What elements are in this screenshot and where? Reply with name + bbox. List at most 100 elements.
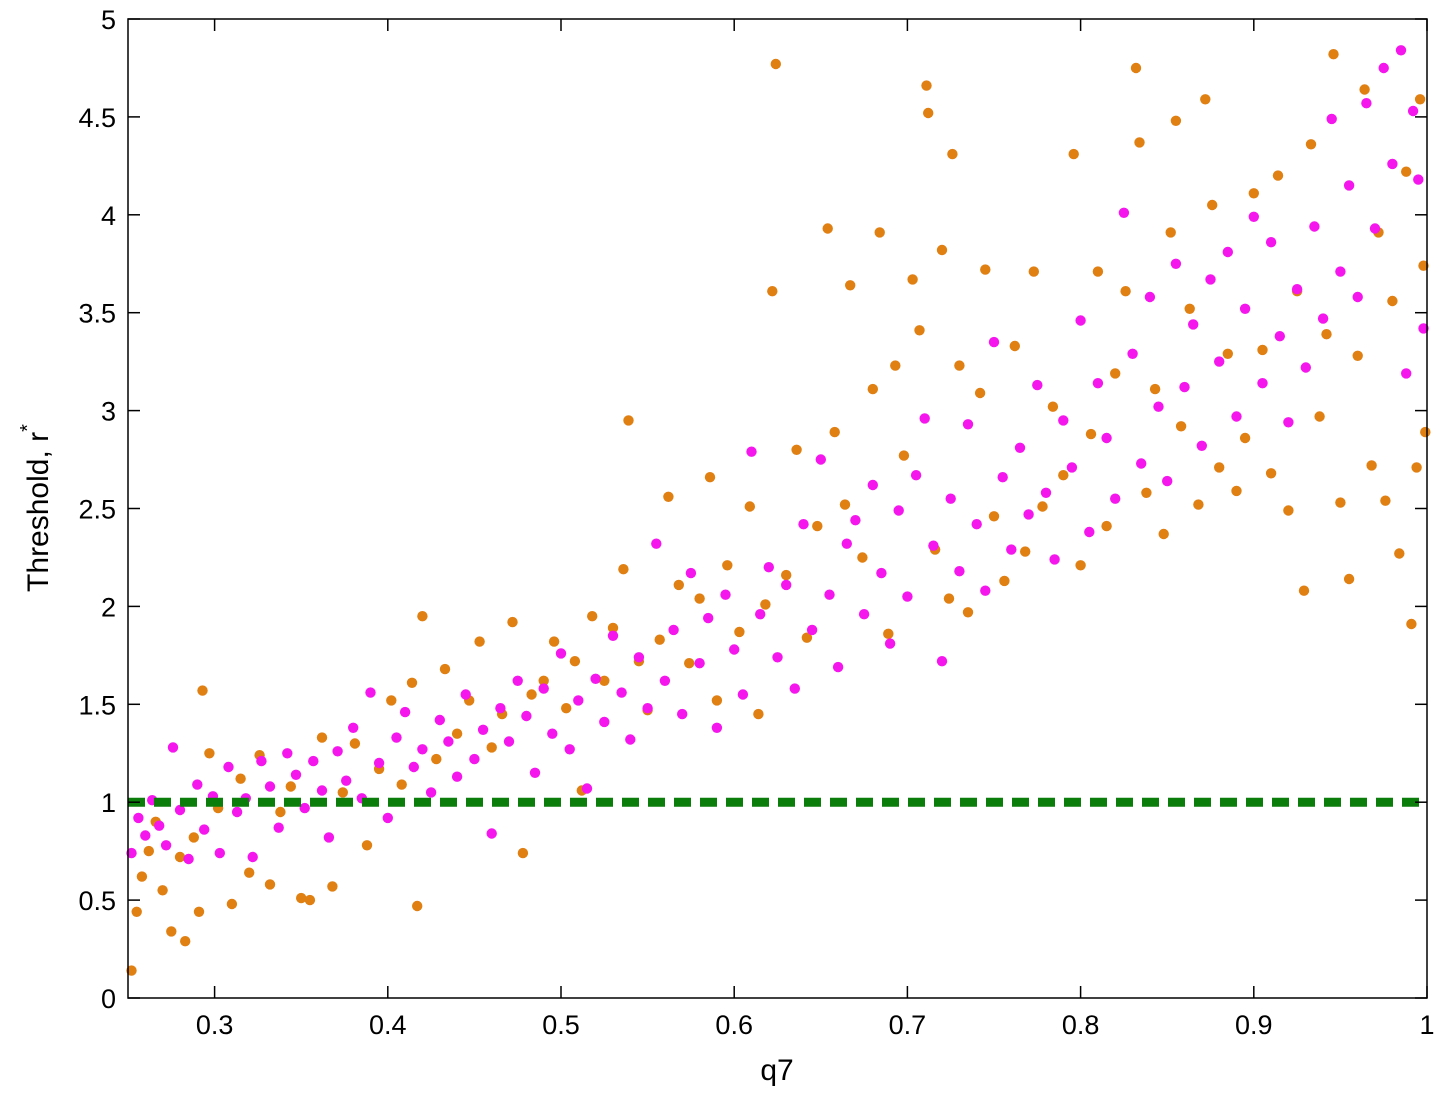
data-point xyxy=(1075,315,1086,326)
data-point xyxy=(746,446,757,457)
data-point xyxy=(876,567,887,579)
data-point xyxy=(668,624,679,636)
x-tick-label: 0.7 xyxy=(889,1010,927,1040)
data-point xyxy=(521,710,532,722)
data-point xyxy=(188,832,199,843)
data-point xyxy=(1257,344,1268,356)
data-point xyxy=(1352,291,1363,303)
data-point xyxy=(954,360,965,371)
data-point xyxy=(1136,458,1147,469)
x-tick-label: 0.6 xyxy=(715,1010,753,1040)
data-point xyxy=(1170,115,1182,127)
data-point xyxy=(703,612,714,624)
y-tick-label: 3.5 xyxy=(78,299,116,329)
data-point xyxy=(131,906,142,917)
data-point xyxy=(890,360,901,371)
data-point xyxy=(308,755,319,767)
data-point xyxy=(1068,148,1079,160)
data-point xyxy=(581,783,593,794)
data-point xyxy=(1343,573,1355,585)
data-point xyxy=(548,636,560,647)
data-point xyxy=(256,755,267,767)
data-point xyxy=(1406,618,1417,630)
data-point xyxy=(954,566,965,577)
data-point xyxy=(443,736,454,747)
data-point xyxy=(412,900,423,912)
data-point xyxy=(921,80,932,91)
data-point xyxy=(460,689,471,700)
data-point xyxy=(495,703,506,714)
data-point xyxy=(857,552,868,563)
data-point xyxy=(417,744,428,755)
data-point xyxy=(1378,62,1389,74)
data-point xyxy=(893,505,904,516)
data-point xyxy=(633,652,645,663)
data-point xyxy=(1101,432,1112,444)
data-point xyxy=(361,840,373,851)
data-point xyxy=(174,851,186,863)
data-point xyxy=(642,703,653,714)
data-point xyxy=(140,830,151,841)
data-point xyxy=(883,628,894,639)
data-point xyxy=(720,589,731,600)
data-point xyxy=(1387,158,1398,170)
data-point xyxy=(1006,544,1017,555)
data-point xyxy=(822,223,833,234)
data-point xyxy=(1239,432,1251,444)
data-point xyxy=(1418,260,1429,271)
data-point xyxy=(235,773,246,784)
data-point xyxy=(1394,548,1405,559)
data-point xyxy=(1326,113,1337,125)
data-point xyxy=(296,892,307,904)
data-point xyxy=(1058,415,1069,426)
data-point xyxy=(1200,94,1211,105)
data-point xyxy=(538,675,549,686)
data-point xyxy=(884,638,896,649)
data-point xyxy=(1188,319,1199,330)
data-point xyxy=(547,728,558,739)
data-point xyxy=(704,472,716,483)
data-point xyxy=(919,413,930,424)
data-point xyxy=(654,634,665,645)
data-point xyxy=(282,748,293,759)
data-point xyxy=(126,847,137,859)
data-point xyxy=(898,450,910,461)
data-point xyxy=(323,832,335,843)
data-point xyxy=(290,769,302,780)
y-tick-label: 0 xyxy=(101,984,116,1014)
data-point xyxy=(1092,266,1104,277)
data-point xyxy=(945,493,956,504)
data-point xyxy=(587,611,598,622)
data-point xyxy=(824,589,835,600)
y-tick-label: 2.5 xyxy=(78,495,116,525)
data-point xyxy=(199,824,210,835)
data-point xyxy=(157,885,168,896)
data-point xyxy=(928,540,939,551)
data-point xyxy=(214,847,225,859)
data-point xyxy=(264,781,276,792)
data-point xyxy=(1170,258,1182,269)
data-point xyxy=(616,687,627,698)
data-point xyxy=(1196,440,1208,451)
data-point xyxy=(1248,188,1260,199)
data-point xyxy=(408,761,419,773)
data-point xyxy=(988,511,1000,522)
data-point xyxy=(417,611,428,622)
y-tick-label: 5 xyxy=(101,5,116,35)
data-point xyxy=(625,734,636,745)
data-point xyxy=(1257,378,1268,389)
data-point xyxy=(349,738,361,749)
data-point xyxy=(1343,180,1355,191)
data-point xyxy=(943,593,955,604)
data-point xyxy=(1130,62,1142,74)
data-point xyxy=(223,761,234,773)
data-point xyxy=(1366,460,1377,471)
y-tick-label: 3 xyxy=(101,397,116,427)
y-tick-label: 1 xyxy=(101,788,116,818)
data-point xyxy=(1352,350,1363,361)
data-point xyxy=(1413,174,1424,185)
data-point xyxy=(772,652,783,663)
data-point xyxy=(1401,166,1412,177)
data-point xyxy=(1214,462,1225,473)
data-point xyxy=(867,479,878,491)
